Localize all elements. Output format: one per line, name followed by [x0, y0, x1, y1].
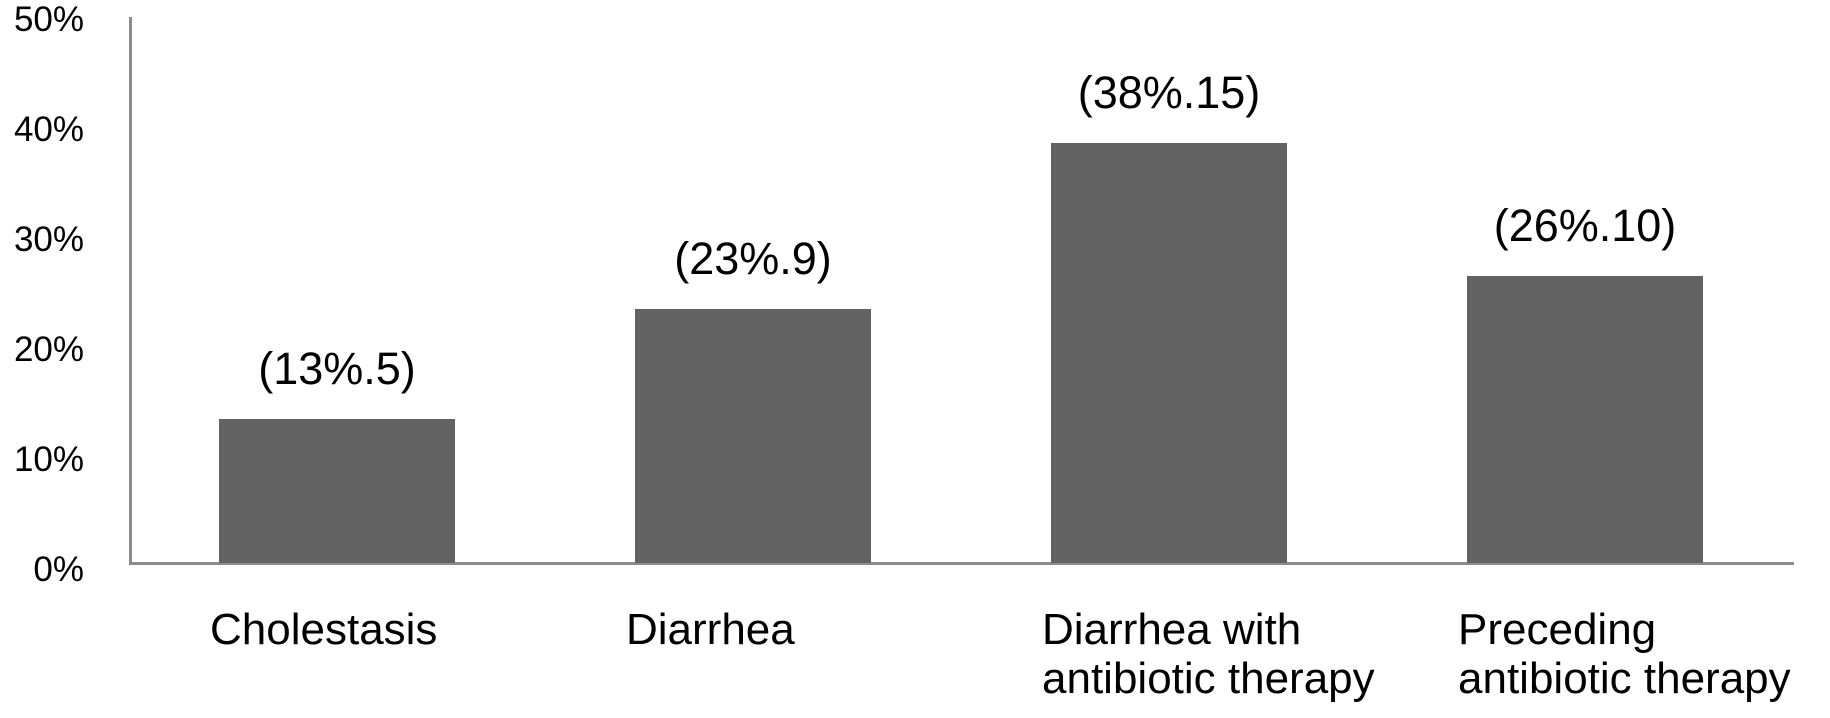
category-label-line: Diarrhea [626, 605, 795, 654]
category-label: Preceding antibiotic therapy [1458, 605, 1791, 703]
bar-data-label: (26%.10) [1493, 199, 1677, 251]
y-tick-label: 50% [13, 0, 84, 39]
y-tick-label: 0% [33, 550, 84, 589]
bar-data-label: (38%.15) [1077, 67, 1261, 119]
y-axis-line [129, 17, 132, 565]
x-axis-line [129, 562, 1794, 565]
category-label-line: antibiotic therapy [1042, 654, 1375, 703]
category-label: Diarrhea with antibiotic therapy [1042, 605, 1375, 703]
y-tick-label: 20% [13, 330, 84, 369]
y-tick-label: 10% [13, 440, 84, 479]
bar [219, 419, 455, 563]
bar-data-label: (23%.9) [674, 232, 832, 284]
bar [635, 308, 871, 563]
category-label-line: Preceding [1458, 605, 1657, 654]
bar [1051, 143, 1287, 563]
category-label-line: Cholestasis [210, 605, 438, 654]
category-label: Diarrhea [626, 605, 795, 654]
category-label-line: Diarrhea with [1042, 605, 1302, 654]
bar [1467, 275, 1703, 563]
bar-data-label: (13%.5) [258, 343, 416, 395]
y-tick-label: 30% [13, 220, 84, 259]
category-label: Cholestasis [210, 605, 437, 654]
category-label-line: antibiotic therapy [1458, 654, 1791, 703]
y-tick-label: 40% [13, 110, 84, 149]
